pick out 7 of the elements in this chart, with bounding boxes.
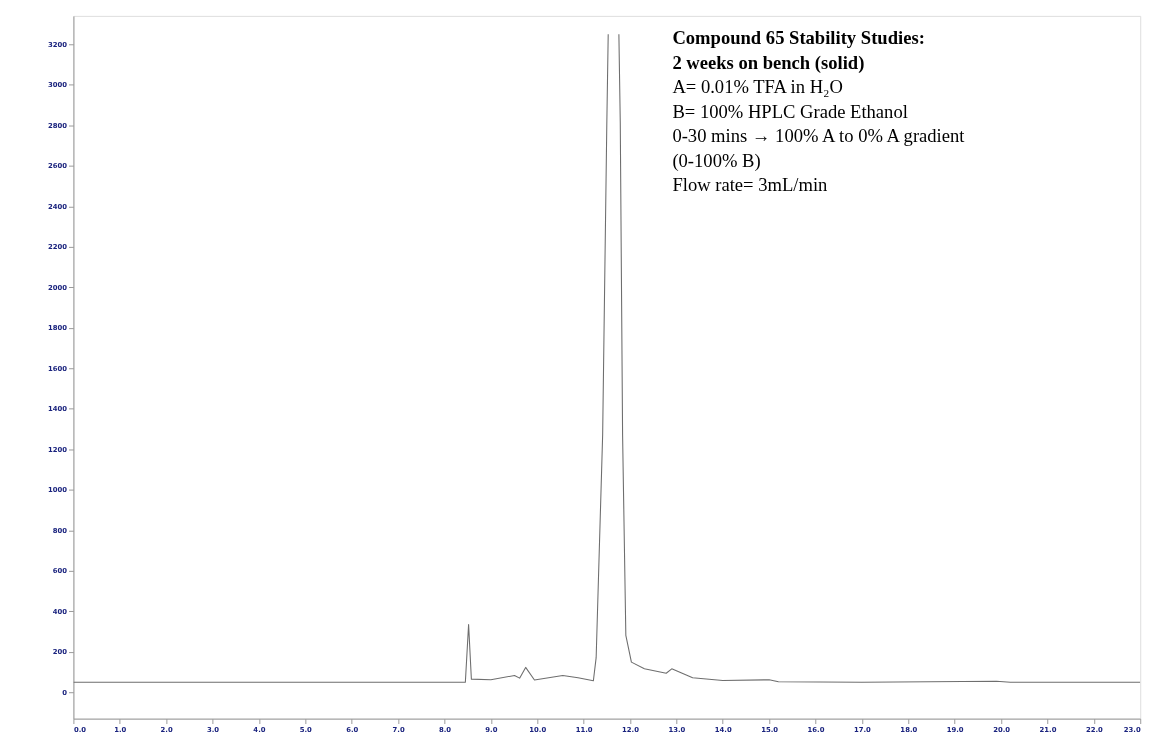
- annotation: (0-100% B): [672, 149, 761, 172]
- annotation: Flow rate= 3mL/min: [672, 174, 829, 196]
- text: 2 weeks on bench (solid): [672, 51, 865, 74]
- annotation: A= 0.01% TFA in H₂O: [672, 76, 843, 98]
- text: Compound 65 Stability Studies:: [672, 27, 925, 49]
- annotation: B= 100% HPLC Grade Ethanol: [672, 100, 908, 122]
- annotation: 0-30 mins → 100% A to 0% A gradient: [672, 125, 966, 147]
